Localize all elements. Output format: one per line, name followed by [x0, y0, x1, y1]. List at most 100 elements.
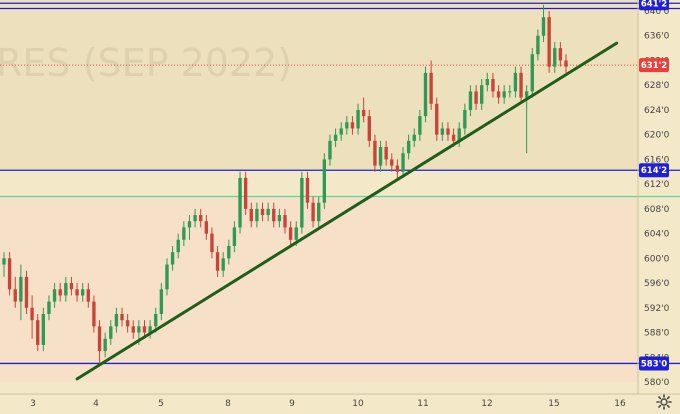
price-tick-label: 620'0 [644, 131, 670, 141]
candle-body [519, 72, 523, 98]
time-tick-label: 5 [158, 399, 164, 409]
candle-body [227, 245, 231, 259]
candle-body [277, 215, 282, 222]
candle-body [2, 258, 6, 265]
candle-body [187, 221, 192, 228]
candle-body [356, 109, 360, 129]
candle-body [373, 140, 377, 166]
candle-body [401, 153, 405, 172]
candle-body [558, 48, 563, 61]
price-tags: 641'2 631'2 614'2 583'0 [639, 0, 669, 371]
candle-body [524, 91, 529, 98]
candle-body [159, 289, 164, 314]
price-tick-label: 616'0 [644, 155, 670, 165]
candle-body [350, 122, 355, 129]
candle-body [182, 227, 186, 240]
candle-body [30, 307, 34, 321]
candle-body [97, 326, 102, 352]
time-tick-label: 3 [30, 399, 36, 409]
candle-body [80, 289, 85, 296]
price-tick-label: 596'0 [644, 279, 670, 289]
time-axis[interactable]: 3 4 5 8 9 10 11 12 15 16 [30, 399, 626, 409]
candle-body [64, 283, 68, 296]
price-tick-label: 604'0 [644, 230, 670, 240]
trendline[interactable] [75, 41, 619, 381]
candle-body [328, 140, 332, 160]
price-tick-label: 608'0 [644, 205, 670, 215]
candle-body [24, 276, 29, 308]
candle-body [199, 215, 203, 222]
candle-body [300, 177, 304, 228]
trendline-group [75, 41, 619, 381]
time-tick-label: 16 [614, 399, 626, 409]
candle-body [92, 301, 96, 327]
time-tick-label: 9 [289, 399, 295, 409]
candles [2, 4, 568, 364]
candle-body [541, 17, 546, 36]
candle-body [491, 79, 495, 92]
candle-body [215, 252, 220, 271]
candle-body [333, 134, 338, 141]
time-tick-label: 11 [417, 399, 428, 409]
candle-body [255, 208, 259, 222]
price-tag-label: 614'2 [641, 166, 667, 176]
candle-body [339, 128, 343, 135]
candle-body [367, 116, 371, 141]
time-tick-label: 12 [481, 399, 492, 409]
candle-body [109, 326, 113, 339]
candle-body [266, 208, 270, 216]
price-axis[interactable]: 580'0584'0588'0592'0596'0600'0604'0608'0… [644, 7, 670, 388]
candle-body [75, 289, 79, 296]
price-tick-label: 580'0 [644, 378, 670, 388]
candle-body [154, 313, 158, 327]
candle-body [547, 17, 551, 67]
candle-body [345, 122, 349, 129]
price-tag [639, 0, 669, 11]
symbol-watermark: RES (SEP 2022) [0, 41, 292, 85]
candle-body [131, 326, 135, 333]
candle-body [52, 289, 57, 302]
candle-body [384, 147, 388, 160]
candle-body [429, 72, 433, 104]
candle-body [463, 109, 467, 129]
price-tick-label: 640'0 [644, 7, 670, 17]
candle-body [249, 208, 253, 222]
candle-body [508, 91, 512, 93]
candle-body [390, 159, 394, 166]
candle-body [103, 338, 107, 352]
candle-body [412, 134, 416, 141]
candle-body [260, 208, 265, 216]
price-tag [639, 356, 669, 371]
candle-body [148, 326, 152, 333]
price-tick-label: 628'0 [644, 81, 670, 91]
candle-body [19, 276, 23, 302]
price-tick-label: 612'0 [644, 180, 670, 190]
candle-body [86, 289, 90, 302]
candle-body [176, 239, 180, 253]
candle-body [485, 79, 490, 86]
settings-gear-icon[interactable] [656, 394, 672, 410]
candle-body [457, 128, 461, 141]
horizontal-levels [0, 2, 680, 365]
candle-body [41, 313, 46, 345]
candle-body [204, 221, 209, 234]
price-tick-label: 600'0 [644, 254, 670, 264]
candle-body [536, 35, 540, 55]
candle-body [272, 208, 276, 222]
candle-body [474, 91, 478, 104]
candle-body [317, 202, 321, 222]
price-tag [639, 58, 669, 73]
candle-body [513, 72, 518, 92]
price-tag-label: 583'0 [641, 359, 667, 369]
candle-body [13, 289, 17, 302]
candle-body [36, 320, 40, 345]
candle-body [47, 301, 51, 314]
candle-body [406, 140, 411, 154]
candle-body [553, 48, 557, 67]
candle-body [468, 91, 473, 110]
candle-body [283, 215, 287, 228]
time-tick-label: 15 [548, 399, 559, 409]
candle-body [440, 128, 445, 135]
candle-body [496, 91, 501, 98]
